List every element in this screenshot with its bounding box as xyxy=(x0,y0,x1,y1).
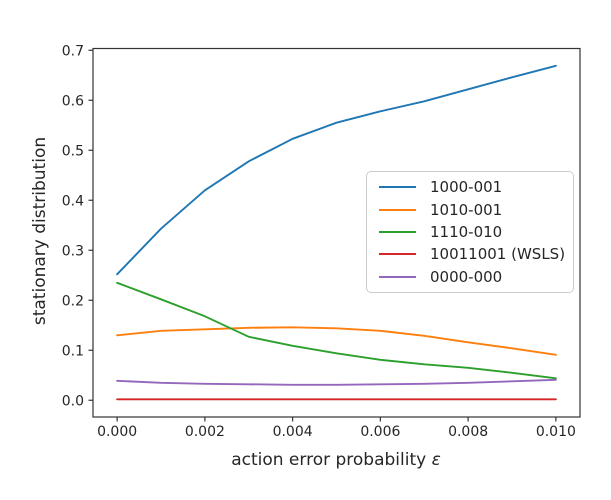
legend-item: 10011001 (WSLS) xyxy=(379,244,566,264)
epsilon-symbol: ε xyxy=(431,450,441,470)
legend-item: 0000-000 xyxy=(379,267,563,287)
series-line-0000-000 xyxy=(116,378,557,386)
y-tick-label: 0.4 xyxy=(62,193,84,209)
legend-label: 1110-010 xyxy=(430,222,503,241)
x-tick-label: 0.006 xyxy=(360,424,400,440)
legend-line-swatch xyxy=(379,253,416,256)
y-tick-label: 0.7 xyxy=(62,43,84,59)
y-axis-label: stationary distribution xyxy=(30,136,50,326)
legend-label: 0000-000 xyxy=(430,267,503,286)
x-tick-label: 0.002 xyxy=(185,424,225,440)
legend-label: 1010-001 xyxy=(430,200,503,219)
legend-line-swatch xyxy=(379,186,416,189)
legend: 1000-001 1010-001 1110-010 10011001 (WSLS) 0… xyxy=(366,171,574,293)
y-tick-label: 0.0 xyxy=(62,393,84,409)
y-tick-label: 0.2 xyxy=(62,293,84,309)
x-axis-label: action error probability ε xyxy=(231,450,441,470)
y-tick-label: 0.5 xyxy=(62,143,84,159)
y-tick-label: 0.3 xyxy=(62,243,84,259)
x-axis-label-text: action error probability xyxy=(231,450,432,470)
x-tick-label: 0.010 xyxy=(536,424,576,440)
legend-line-swatch xyxy=(379,230,416,233)
y-tick-label: 0.6 xyxy=(62,93,84,109)
y-tick-label: 0.1 xyxy=(62,343,84,359)
series-line-1010-001 xyxy=(116,326,557,356)
legend-line-swatch xyxy=(379,275,416,278)
legend-line-swatch xyxy=(379,208,416,211)
legend-item: 1000-001 xyxy=(379,177,563,197)
plot-frame xyxy=(92,47,581,418)
x-tick-label: 0.008 xyxy=(448,424,488,440)
legend-item: 1110-010 xyxy=(379,222,563,242)
x-tick-label: 0.004 xyxy=(273,424,313,440)
series-line-1110-010 xyxy=(116,281,557,380)
legend-item: 1010-001 xyxy=(379,200,563,220)
x-tick-label: 0.000 xyxy=(97,424,137,440)
series-line-1000-001 xyxy=(116,64,557,276)
legend-label: 1000-001 xyxy=(430,178,503,197)
legend-label: 10011001 (WSLS) xyxy=(430,245,566,264)
